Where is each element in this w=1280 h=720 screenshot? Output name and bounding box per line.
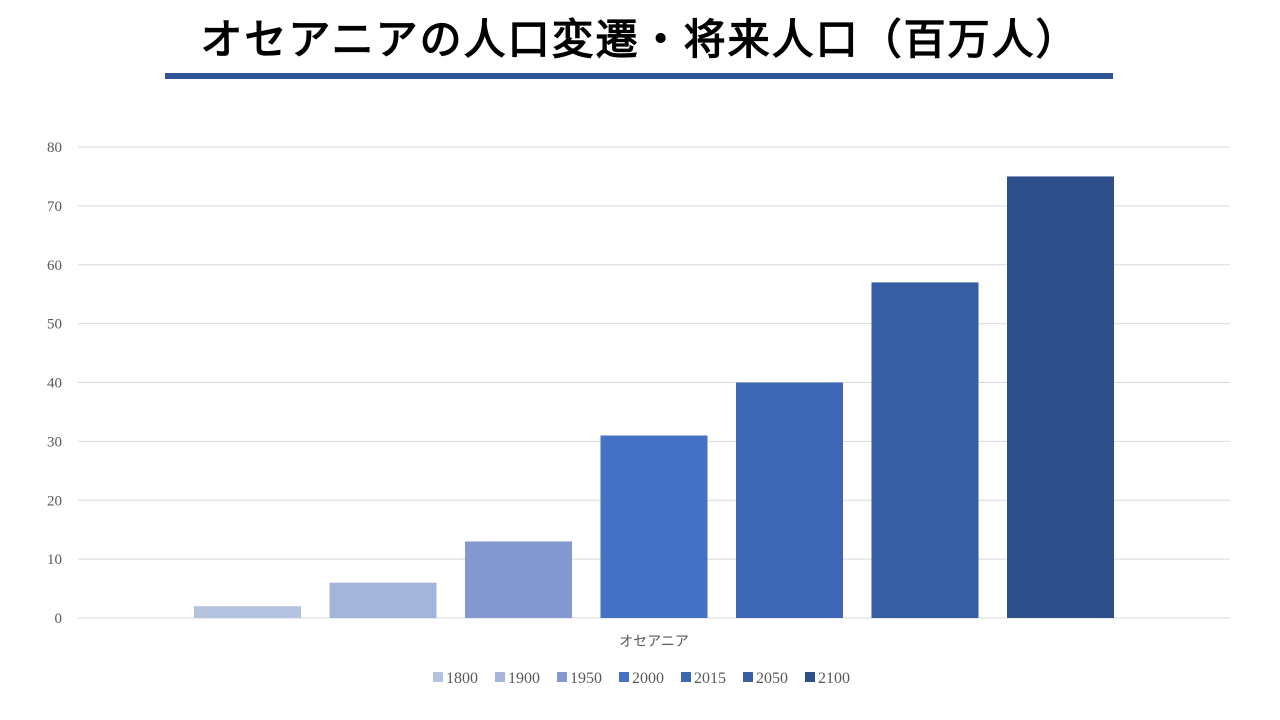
- bar-2100: [1007, 176, 1114, 618]
- x-category-label: オセアニア: [619, 634, 689, 650]
- y-tick-label-20: 20: [47, 493, 62, 509]
- legend-label-1900: 1900: [508, 670, 540, 687]
- y-tick-label-0: 0: [55, 611, 63, 627]
- legend-label-1800: 1800: [446, 670, 478, 687]
- legend-label-1950: 1950: [570, 670, 602, 687]
- legend-swatch-2015: [681, 672, 691, 682]
- x-axis-categories: オセアニア: [619, 634, 689, 650]
- title-underline: [165, 73, 1113, 79]
- legend-label-2015: 2015: [694, 670, 726, 687]
- y-tick-label-40: 40: [47, 376, 62, 392]
- legend-label-2050: 2050: [756, 670, 788, 687]
- legend-swatch-1950: [557, 672, 567, 682]
- legend-swatch-1900: [495, 672, 505, 682]
- legend-label-2100: 2100: [818, 670, 850, 687]
- y-tick-label-60: 60: [47, 258, 62, 274]
- bar-2000: [600, 435, 708, 618]
- legend-swatch-2000: [619, 672, 629, 682]
- chart-title: オセアニアの人口変遷・将来人口（百万人）: [200, 15, 1080, 64]
- y-tick-label-70: 70: [47, 199, 62, 215]
- y-tick-label-80: 80: [47, 140, 62, 156]
- y-tick-label-30: 30: [47, 434, 62, 450]
- bar-2015: [736, 382, 843, 618]
- legend-swatch-2050: [743, 672, 753, 682]
- legend-label-2000: 2000: [632, 670, 664, 687]
- bars: [194, 176, 1114, 618]
- bar-2050: [871, 282, 979, 618]
- bar-1800: [194, 606, 301, 618]
- legend-swatch-2100: [805, 672, 815, 682]
- y-axis-ticks: 0 10 20 30 40 50 60 70 80: [47, 140, 62, 627]
- legend-swatch-1800: [433, 672, 443, 682]
- bar-1950: [465, 541, 572, 618]
- legend: 1800 1900 1950 2000 2015 2050 2100: [433, 670, 850, 687]
- y-tick-label-50: 50: [47, 317, 62, 333]
- bar-1900: [329, 582, 437, 618]
- y-tick-label-10: 10: [47, 552, 62, 568]
